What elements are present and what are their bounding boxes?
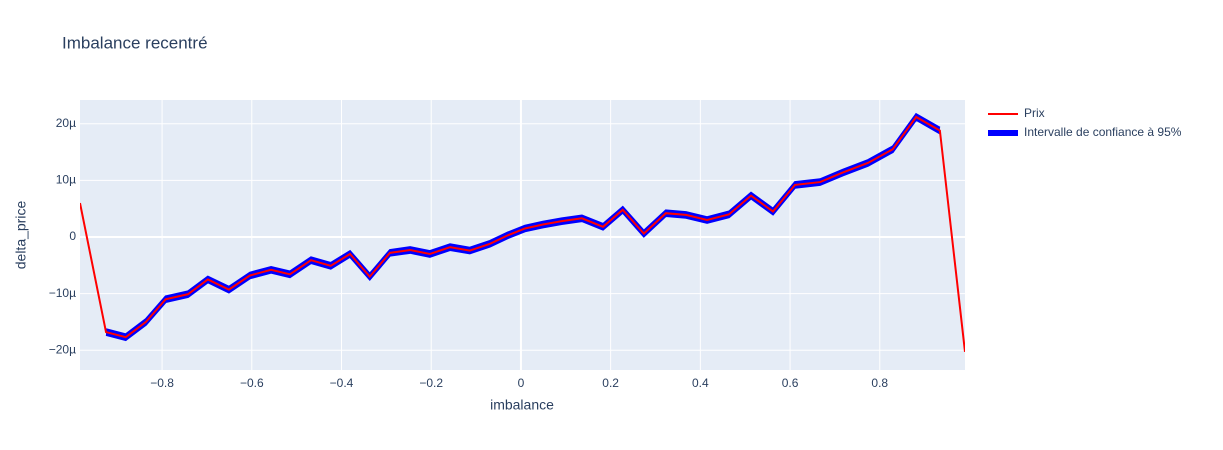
- x-tick-label: −0.2: [419, 376, 443, 390]
- x-tick-label: 0.6: [782, 376, 799, 390]
- x-tick-label: −0.4: [330, 376, 354, 390]
- x-tick-label: 0: [518, 376, 525, 390]
- x-tick-label: 0.8: [871, 376, 888, 390]
- x-tick-label: 0.2: [602, 376, 619, 390]
- plot-area: [80, 100, 965, 370]
- x-tick-label: −0.6: [240, 376, 264, 390]
- legend-label[interactable]: Intervalle de confiance à 95%: [1024, 125, 1182, 139]
- x-tick-label: 0.4: [692, 376, 709, 390]
- y-axis-title: delta_price: [13, 201, 29, 270]
- chart-title: Imbalance recentré: [62, 33, 208, 52]
- x-tick-label: −0.8: [150, 376, 174, 390]
- legend-label[interactable]: Prix: [1024, 106, 1045, 120]
- plot: [80, 112, 965, 352]
- band-lower: [105, 118, 941, 342]
- y-tick-label: 10µ: [56, 173, 76, 187]
- y-tick-label: 0: [69, 229, 76, 243]
- y-tick-label: −20µ: [49, 342, 76, 356]
- band-upper: [105, 112, 941, 336]
- line: [80, 115, 965, 352]
- y-tick-label: 20µ: [56, 116, 76, 130]
- legend: Prix Intervalle de confiance à 95%: [988, 106, 1182, 139]
- x-axis-title: imbalance: [490, 397, 554, 413]
- y-tick-label: −10µ: [49, 286, 76, 300]
